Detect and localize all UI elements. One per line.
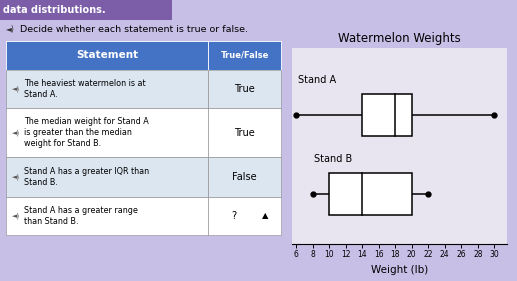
Text: True/False: True/False: [221, 51, 269, 60]
Bar: [0, 0, 172, 20]
Bar: [6, 157, 208, 197]
Text: data distributions.: data distributions.: [3, 5, 105, 15]
Bar: [6, 197, 208, 235]
Text: ◄): ◄): [12, 212, 20, 219]
Text: ◄): ◄): [12, 130, 20, 136]
Text: ▲: ▲: [262, 211, 268, 220]
Title: Watermelon Weights: Watermelon Weights: [338, 32, 461, 45]
Text: True: True: [234, 128, 255, 138]
Bar: [208, 197, 281, 235]
Text: Decide whether each statement is true or false.: Decide whether each statement is true or…: [20, 25, 248, 34]
Text: The median weight for Stand A
is greater than the median
weight for Stand B.: The median weight for Stand A is greater…: [24, 117, 149, 148]
Bar: [208, 108, 281, 157]
Text: Stand A has a greater IQR than
Stand B.: Stand A has a greater IQR than Stand B.: [24, 167, 149, 187]
Text: ?: ?: [231, 211, 236, 221]
Text: True: True: [234, 84, 255, 94]
Bar: [6, 108, 208, 157]
Text: The heaviest watermelon is at
Stand A.: The heaviest watermelon is at Stand A.: [24, 79, 146, 99]
Bar: [6, 41, 208, 70]
Text: False: False: [232, 172, 257, 182]
Text: ◄): ◄): [6, 25, 14, 34]
X-axis label: Weight (lb): Weight (lb): [371, 265, 428, 275]
Bar: [208, 157, 281, 197]
Text: Stand B: Stand B: [314, 154, 353, 164]
Bar: [329, 173, 412, 215]
Bar: [208, 41, 281, 70]
Text: Stand A has a greater range
than Stand B.: Stand A has a greater range than Stand B…: [24, 206, 138, 226]
Text: Statement: Statement: [76, 51, 138, 60]
Text: ◄): ◄): [12, 174, 20, 180]
Bar: [6, 70, 208, 108]
Text: Stand A: Stand A: [298, 75, 336, 85]
Bar: [362, 94, 412, 136]
Text: ◄): ◄): [12, 86, 20, 92]
Bar: [208, 70, 281, 108]
